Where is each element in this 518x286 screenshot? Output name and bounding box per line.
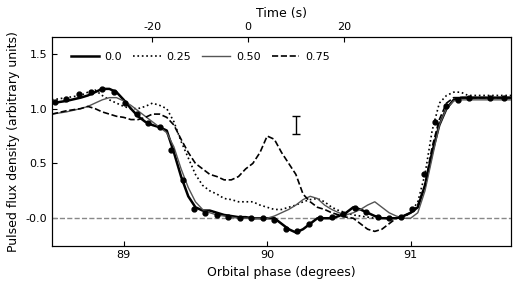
X-axis label: Orbital phase (degrees): Orbital phase (degrees): [207, 266, 356, 279]
X-axis label: Time (s): Time (s): [256, 7, 307, 20]
Legend: 0.0, 0.25, 0.50, 0.75: 0.0, 0.25, 0.50, 0.75: [67, 47, 334, 66]
Y-axis label: Pulsed flux density (arbitrary units): Pulsed flux density (arbitrary units): [7, 31, 20, 252]
